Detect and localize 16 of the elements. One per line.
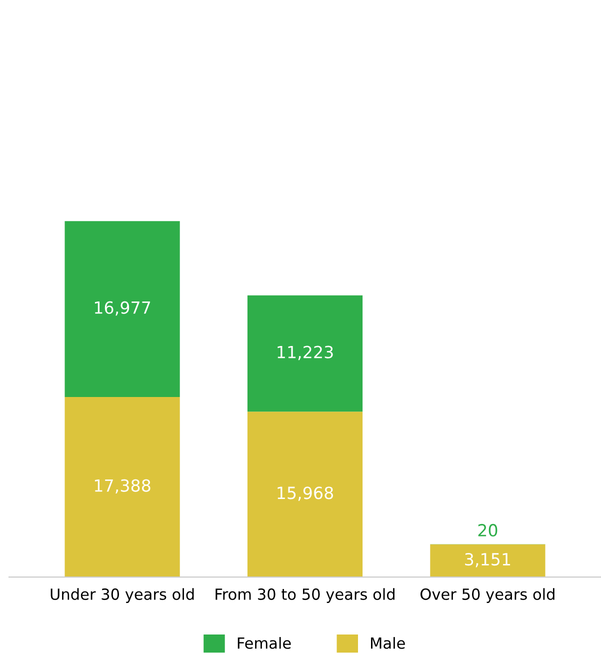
data-label: 15,968 — [278, 486, 334, 501]
bar — [430, 544, 546, 578]
x-tick-label: Over 50 years old — [420, 588, 554, 603]
data-label: 17,388 — [94, 479, 150, 494]
x-tick-label: Under 30 years old — [50, 588, 194, 603]
bar — [247, 295, 363, 412]
legend-label: Female — [238, 637, 291, 649]
data-label: 3,151 — [465, 552, 510, 568]
data-label: 20 — [478, 524, 498, 537]
x-tick-label: From 30 to 50 years old — [216, 588, 394, 603]
data-label: 11,223 — [278, 346, 333, 360]
bar — [64, 396, 180, 578]
legend-label: Male — [371, 637, 405, 649]
data-label: 16,977 — [94, 301, 150, 316]
bar — [64, 221, 180, 397]
bar — [247, 412, 363, 578]
